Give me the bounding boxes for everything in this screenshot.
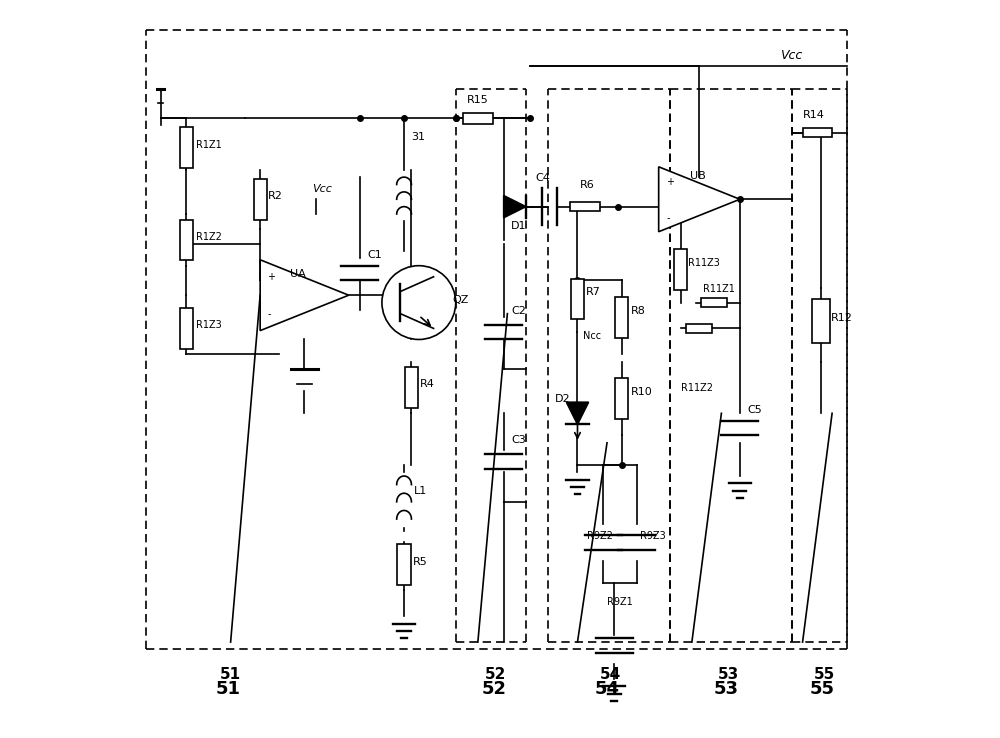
Text: R9Z2: R9Z2: [587, 531, 613, 541]
Text: C1: C1: [367, 250, 382, 261]
Text: -: -: [666, 213, 670, 224]
Text: R9Z1: R9Z1: [607, 597, 633, 607]
Text: R2: R2: [268, 191, 282, 201]
Text: R15: R15: [467, 95, 489, 106]
Text: 53: 53: [714, 680, 739, 697]
Bar: [812, 299, 830, 343]
Polygon shape: [504, 196, 526, 218]
Bar: [570, 202, 600, 211]
Text: 31: 31: [411, 132, 425, 142]
Text: R1Z3: R1Z3: [196, 320, 222, 331]
Text: 52: 52: [482, 680, 507, 697]
Text: 51: 51: [216, 680, 241, 697]
Text: UA: UA: [290, 269, 305, 279]
Text: -: -: [268, 309, 271, 320]
Bar: [180, 220, 193, 261]
Polygon shape: [566, 402, 589, 424]
Bar: [701, 298, 727, 307]
Text: 55: 55: [810, 680, 835, 697]
Text: 55: 55: [814, 667, 835, 682]
Bar: [686, 324, 712, 333]
Bar: [615, 297, 628, 338]
Text: R4: R4: [420, 379, 435, 390]
Text: 54: 54: [594, 680, 619, 697]
Text: R10: R10: [631, 387, 653, 397]
Bar: [180, 308, 193, 349]
Text: C4: C4: [535, 173, 550, 183]
Bar: [674, 249, 687, 290]
Bar: [615, 379, 628, 419]
Text: 52: 52: [485, 667, 507, 682]
Bar: [254, 179, 267, 220]
Polygon shape: [659, 167, 740, 232]
Text: Vcc: Vcc: [312, 184, 332, 194]
Bar: [463, 113, 493, 124]
Text: R14: R14: [803, 110, 824, 120]
Circle shape: [382, 266, 456, 339]
Text: UB: UB: [690, 171, 705, 182]
Text: 54: 54: [600, 667, 621, 682]
Text: R11Z2: R11Z2: [681, 383, 713, 393]
Bar: [803, 128, 832, 137]
Text: R5: R5: [413, 556, 428, 567]
Text: QZ: QZ: [452, 294, 468, 305]
Text: C5: C5: [747, 405, 762, 415]
Text: 53: 53: [718, 667, 739, 682]
Text: R11Z3: R11Z3: [688, 258, 720, 268]
Text: R9Z3: R9Z3: [640, 531, 666, 541]
Text: L1: L1: [414, 486, 427, 497]
Text: D1: D1: [511, 221, 527, 231]
Bar: [571, 279, 584, 320]
Text: R12: R12: [831, 313, 852, 323]
Text: R8: R8: [631, 306, 646, 316]
Text: +: +: [268, 272, 276, 283]
Bar: [180, 127, 193, 168]
Text: R6: R6: [580, 180, 594, 190]
Bar: [397, 545, 411, 584]
Text: Vcc: Vcc: [780, 49, 803, 62]
Text: R11Z1: R11Z1: [703, 283, 735, 294]
Text: Ncc: Ncc: [583, 331, 601, 342]
Text: R1Z1: R1Z1: [196, 139, 222, 150]
Text: R1Z2: R1Z2: [196, 232, 222, 242]
Text: R7: R7: [586, 287, 600, 297]
Text: +: +: [666, 176, 674, 187]
Text: C3: C3: [511, 435, 526, 445]
Text: D2: D2: [555, 394, 571, 404]
Polygon shape: [260, 260, 349, 331]
Bar: [405, 368, 418, 408]
Text: 51: 51: [220, 667, 241, 682]
Text: C2: C2: [511, 306, 526, 316]
